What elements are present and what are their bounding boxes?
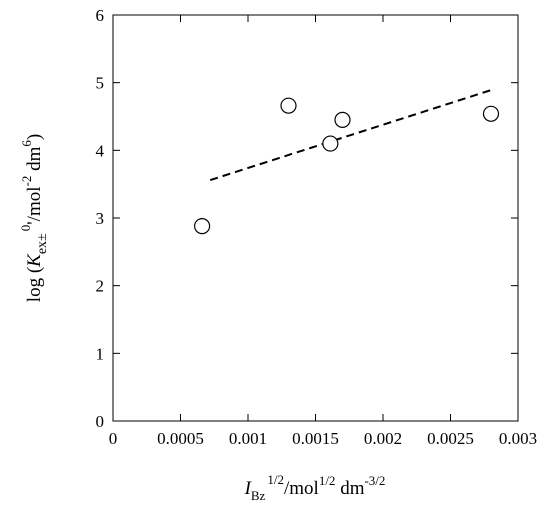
data-points	[194, 97, 500, 235]
fit-line-group	[209, 89, 492, 182]
x-tick-label: 0.001	[229, 429, 267, 448]
x-tick-label: 0.0025	[427, 429, 474, 448]
fit-line	[209, 89, 492, 182]
y-tick-labels: 0 1 2 3 4 5 6	[96, 6, 105, 431]
x-tick-label: 0.0005	[157, 429, 204, 448]
y-tick-label: 3	[96, 209, 105, 228]
x-tick-labels: 0 0.0005 0.001 0.0015 0.002 0.0025 0.003	[109, 429, 537, 448]
y-tick-label: 4	[96, 141, 105, 160]
x-tick-label: 0.002	[364, 429, 402, 448]
y-tick-label: 6	[96, 6, 105, 25]
axis-ticks	[112, 14, 519, 422]
y-axis-title: log (Kex±0'/mol-2 dm6)	[18, 134, 50, 302]
plot-frame	[112, 14, 519, 422]
x-axis-title: IBz1/2/mol1/2 dm-3/2	[244, 472, 386, 503]
data-point	[194, 218, 211, 235]
y-tick-label: 2	[96, 277, 105, 296]
x-tick-label: 0	[109, 429, 118, 448]
y-tick-label: 5	[96, 74, 105, 93]
data-point	[322, 135, 339, 152]
data-point	[482, 105, 500, 122]
y-tick-label: 1	[96, 344, 105, 363]
x-tick-label: 0.0015	[292, 429, 339, 448]
data-point	[280, 97, 297, 114]
data-point	[334, 111, 351, 128]
y-tick-label: 0	[96, 412, 105, 431]
x-tick-label: 0.003	[499, 429, 537, 448]
